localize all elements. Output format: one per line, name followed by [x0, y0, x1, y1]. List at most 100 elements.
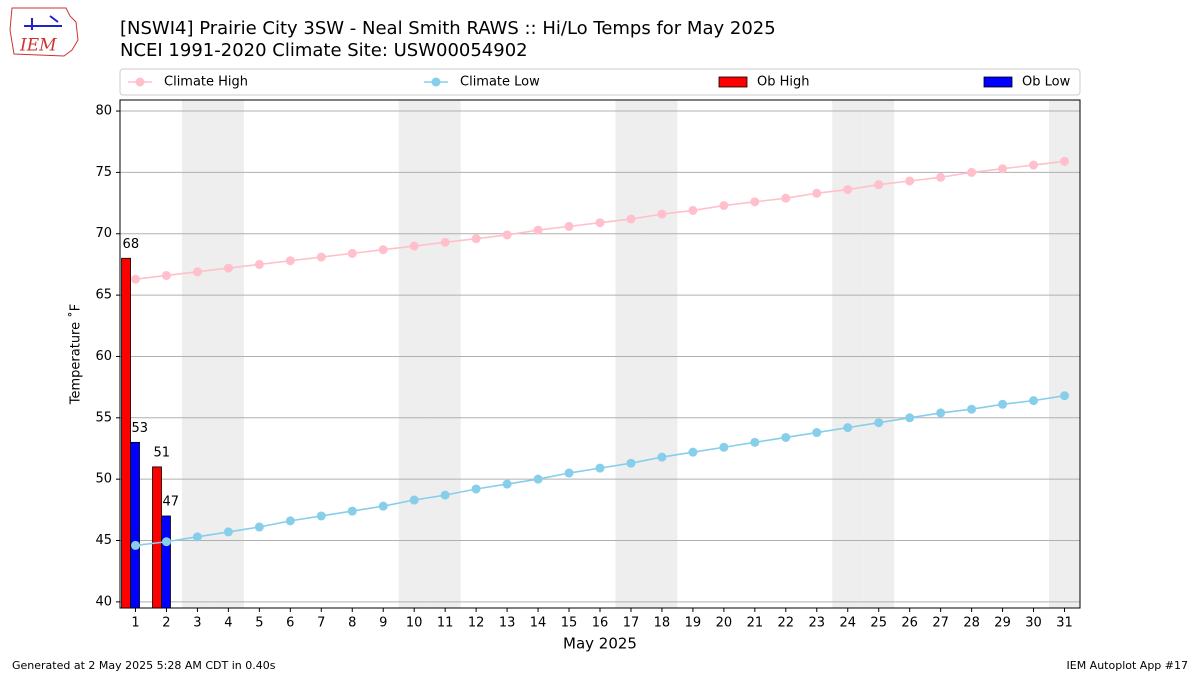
y-tick-label: 60: [95, 349, 112, 364]
point: [223, 527, 233, 537]
x-tick-label: 17: [623, 616, 640, 631]
x-tick-label: 8: [348, 616, 356, 631]
x-tick-label: 10: [406, 616, 423, 631]
point: [378, 245, 388, 255]
point: [843, 423, 853, 433]
point: [533, 474, 543, 484]
x-tick-label: 19: [685, 616, 702, 631]
x-tick-label: 18: [654, 616, 671, 631]
x-tick-label: 3: [193, 616, 201, 631]
point: [595, 218, 605, 228]
point: [564, 468, 574, 478]
point: [812, 428, 822, 438]
point: [161, 537, 171, 547]
x-tick-label: 29: [994, 616, 1011, 631]
point: [626, 214, 636, 224]
x-tick-label: 2: [162, 616, 170, 631]
chart-title: [NSWI4] Prairie City 3SW - Neal Smith RA…: [120, 18, 776, 39]
x-tick-label: 31: [1056, 616, 1073, 631]
x-tick-label: 12: [468, 616, 485, 631]
data-label: 47: [162, 494, 179, 509]
bar: [152, 466, 162, 609]
point: [223, 263, 233, 273]
bar: [130, 441, 140, 609]
point: [347, 506, 357, 516]
footer-left: Generated at 2 May 2025 5:28 AM CDT in 0…: [12, 659, 276, 672]
y-tick-label: 70: [95, 226, 112, 241]
logo: IEM: [9, 7, 79, 57]
y-tick-label: 75: [95, 165, 112, 180]
point: [626, 458, 636, 468]
x-tick-label: 6: [286, 616, 294, 631]
point: [440, 237, 450, 247]
point: [905, 176, 915, 186]
data-label: 68: [123, 237, 140, 252]
x-tick-label: 14: [530, 616, 547, 631]
data-label: 51: [154, 445, 171, 460]
x-tick-label: 9: [379, 616, 387, 631]
point: [781, 432, 791, 442]
point: [812, 188, 822, 198]
x-tick-label: 21: [747, 616, 764, 631]
logo-text: IEM: [19, 36, 57, 56]
weekend-shade: [1049, 100, 1080, 608]
x-tick-label: 4: [224, 616, 232, 631]
point: [130, 540, 140, 550]
point: [316, 511, 326, 521]
point: [936, 408, 946, 418]
x-tick-label: 25: [870, 616, 887, 631]
x-tick-label: 22: [778, 616, 795, 631]
data-label: 53: [132, 421, 149, 436]
point: [688, 205, 698, 215]
point: [967, 167, 977, 177]
legend-label: Climate Low: [460, 75, 540, 90]
x-tick-label: 23: [809, 616, 826, 631]
logo-outline: [9, 7, 79, 57]
weekend-shade: [429, 100, 461, 608]
point: [657, 452, 667, 462]
weekend-shade: [832, 100, 864, 608]
weekend-shade: [212, 100, 244, 608]
x-tick-label: 20: [716, 616, 733, 631]
legend-swatch: [718, 76, 748, 88]
x-tick-label: 5: [255, 616, 263, 631]
chart-subtitle: NCEI 1991-2020 Climate Site: USW00054902: [120, 40, 528, 61]
point: [967, 404, 977, 414]
point: [285, 256, 295, 266]
y-tick-label: 80: [95, 104, 112, 119]
point: [161, 270, 171, 280]
point: [936, 172, 946, 182]
point: [409, 241, 419, 251]
logo-icon: [24, 15, 62, 30]
legend-marker: [135, 77, 145, 87]
y-tick-label: 55: [95, 410, 112, 425]
weekend-shade: [863, 100, 895, 608]
plot-frame: [119, 99, 1081, 609]
point: [750, 437, 760, 447]
point: [564, 221, 574, 231]
point: [254, 522, 264, 532]
legend-label: Ob Low: [1022, 75, 1071, 90]
weekend-shade: [615, 100, 647, 608]
y-tick-label: 40: [95, 594, 112, 609]
point: [316, 252, 326, 262]
x-tick-label: 26: [901, 616, 918, 631]
point: [502, 479, 512, 489]
x-tick-label: 16: [592, 616, 609, 631]
x-axis-label: May 2025: [563, 635, 637, 653]
point: [874, 418, 884, 428]
x-tick-label: 27: [932, 616, 949, 631]
point: [285, 516, 295, 526]
weekend-shade: [646, 100, 678, 608]
footer-right: IEM Autoplot App #17: [1067, 659, 1189, 672]
y-axis-label: Temperature ˚F: [68, 304, 84, 405]
point: [533, 225, 543, 235]
point: [409, 495, 419, 505]
point: [378, 501, 388, 511]
y-tick-label: 65: [95, 288, 112, 303]
point: [192, 267, 202, 277]
bar: [161, 515, 171, 609]
point: [843, 185, 853, 195]
legend-swatch: [983, 76, 1013, 88]
